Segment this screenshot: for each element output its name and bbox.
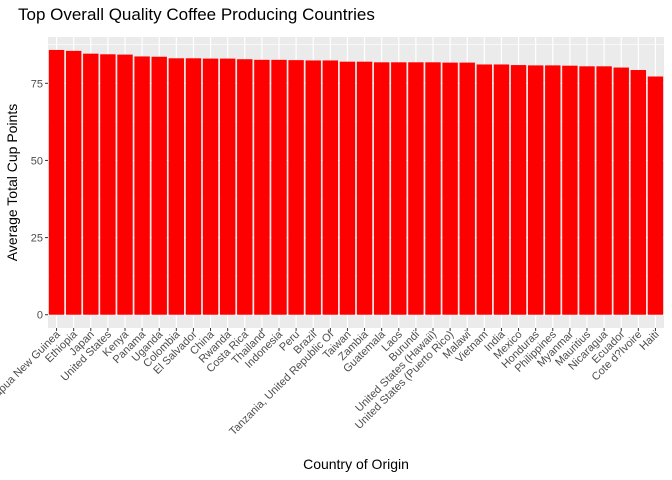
bar-29 — [545, 65, 561, 315]
bar-21 — [408, 62, 424, 315]
bar-26 — [493, 64, 510, 315]
bar-11 — [237, 59, 253, 315]
y-axis-title: Average Total Cup Points — [4, 104, 20, 261]
bar-7 — [168, 58, 185, 315]
x-axis-title: Country of Origin — [303, 456, 409, 472]
bar-31 — [579, 66, 595, 315]
bar-20 — [391, 62, 407, 315]
bar-5 — [134, 56, 150, 315]
bar-10 — [219, 58, 236, 315]
y-tick-label: 75 — [31, 78, 43, 90]
y-tick-label: 0 — [37, 310, 43, 322]
bar-24 — [459, 62, 475, 315]
bar-17 — [339, 61, 356, 315]
bar-8 — [185, 58, 202, 315]
bar-9 — [202, 58, 219, 315]
bar-12 — [254, 59, 270, 315]
bar-4 — [117, 54, 133, 315]
bar-34 — [630, 70, 647, 315]
bar-35 — [647, 76, 664, 315]
bar-18 — [356, 61, 373, 315]
plot-panel — [48, 37, 664, 328]
bar-13 — [271, 59, 287, 315]
bar-25 — [476, 64, 493, 315]
bars — [48, 49, 664, 315]
bar-30 — [562, 65, 578, 315]
y-tick-label: 25 — [31, 233, 43, 245]
bar-33 — [613, 67, 629, 315]
bar-0 — [48, 49, 65, 315]
bar-19 — [373, 62, 390, 315]
bar-27 — [510, 65, 527, 315]
bar-16 — [322, 60, 339, 315]
chart-title: Top Overall Quality Coffee Producing Cou… — [18, 5, 375, 24]
bar-28 — [527, 65, 544, 315]
bar-22 — [425, 62, 441, 315]
x-tick-label: Haiti — [638, 329, 662, 353]
bar-1 — [65, 50, 82, 315]
bar-3 — [100, 54, 116, 315]
bar-14 — [288, 60, 304, 315]
y-tick-label: 50 — [31, 155, 43, 167]
bar-2 — [83, 53, 99, 315]
bar-15 — [305, 60, 321, 315]
x-tick-label: Papua New Guinea — [0, 328, 63, 405]
y-axis: 0 25 50 75 — [31, 78, 48, 322]
bar-23 — [442, 62, 458, 315]
bar-6 — [151, 56, 167, 315]
bar-32 — [596, 66, 612, 315]
